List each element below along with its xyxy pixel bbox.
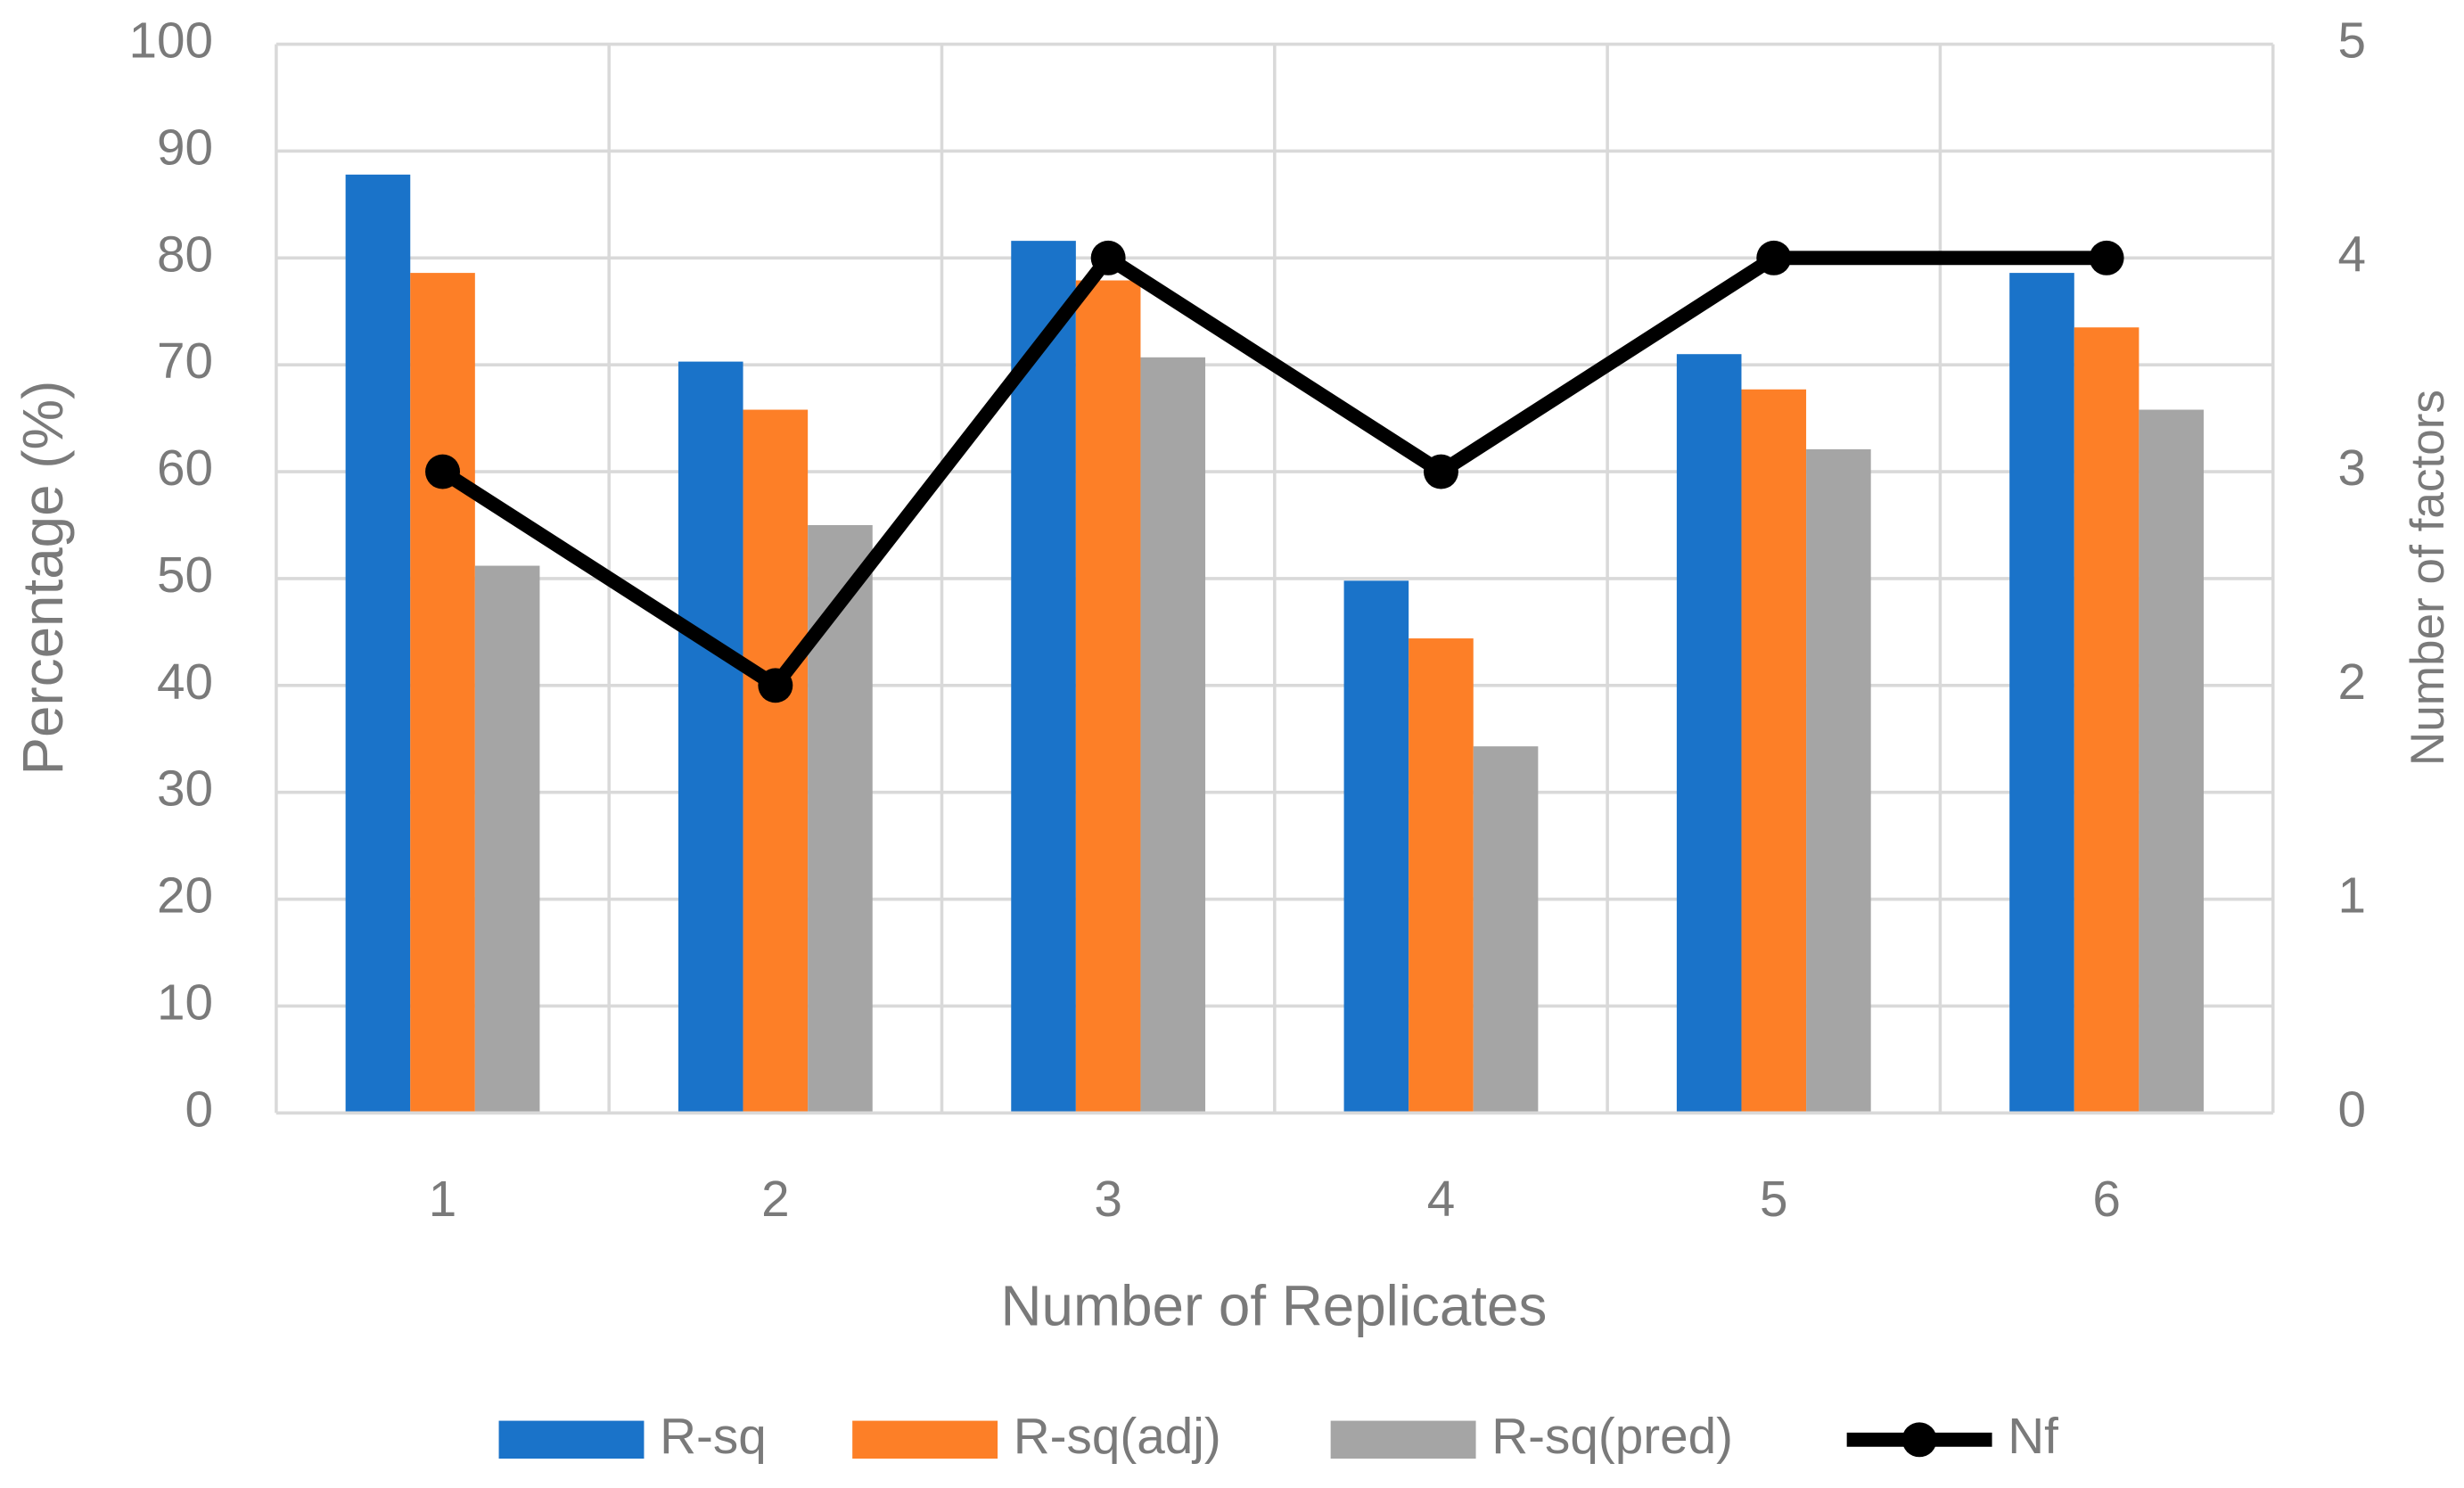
legend-label: R-sq (660, 1409, 767, 1465)
y2-tick-label: 5 (2338, 13, 2367, 70)
bar (2139, 409, 2204, 1114)
y2-axis-title: Number of factors (2402, 390, 2454, 766)
x-axis-title: Number of Replicates (1001, 1273, 1548, 1337)
line-marker (2089, 240, 2124, 275)
legend-swatch (498, 1420, 645, 1459)
bar (678, 361, 743, 1114)
bar (1741, 389, 1807, 1114)
y2-tick-label: 4 (2338, 226, 2367, 283)
y-tick-label: 70 (157, 333, 213, 390)
bar (2074, 327, 2140, 1114)
line-marker (1423, 454, 1458, 489)
x-tick-label: 6 (2092, 1171, 2121, 1228)
bar (410, 273, 475, 1114)
y-tick-label: 40 (157, 654, 213, 711)
y2-tick-label: 1 (2338, 868, 2367, 925)
y-tick-label: 30 (157, 761, 213, 818)
y-tick-label: 80 (157, 226, 213, 283)
y2-tick-label: 0 (2338, 1081, 2367, 1138)
y-tick-label: 0 (185, 1081, 214, 1138)
bar (1343, 580, 1409, 1114)
bar (1806, 448, 1871, 1114)
line-marker (425, 454, 461, 489)
y-axis-title: Percentage (%) (11, 381, 75, 776)
bar (743, 409, 809, 1114)
bar (2009, 273, 2074, 1114)
y2-tick-label: 3 (2338, 440, 2367, 497)
bar (474, 565, 540, 1114)
bar (1473, 746, 1539, 1114)
bar (1011, 241, 1076, 1114)
bar (1676, 354, 1742, 1114)
line-marker (1756, 240, 1792, 275)
y-tick-label: 90 (157, 119, 213, 176)
legend-marker (1901, 1422, 1937, 1458)
y-tick-label: 100 (129, 13, 214, 70)
line-marker (758, 668, 793, 703)
y-tick-label: 20 (157, 868, 213, 925)
legend-label: R-sq(adj) (1014, 1409, 1221, 1465)
x-tick-label: 4 (1427, 1171, 1456, 1228)
y-tick-label: 10 (157, 974, 213, 1031)
line (439, 251, 2107, 693)
bar (1140, 357, 1206, 1114)
x-tick-label: 5 (1760, 1171, 1788, 1228)
x-tick-label: 2 (761, 1171, 790, 1228)
y-tick-label: 60 (157, 440, 213, 497)
legend-swatch (852, 1420, 998, 1459)
x-tick-label: 3 (1094, 1171, 1122, 1228)
legend-label: Nf (2008, 1409, 2058, 1465)
bar (1409, 638, 1474, 1114)
bar (1075, 280, 1141, 1114)
bar (345, 174, 411, 1114)
x-tick-label: 1 (429, 1171, 457, 1228)
y-tick-label: 50 (157, 547, 213, 604)
y2-tick-label: 2 (2338, 654, 2367, 711)
legend-swatch (1330, 1420, 1476, 1459)
legend-label: R-sq(pred) (1491, 1409, 1733, 1465)
line-marker (1090, 240, 1126, 275)
